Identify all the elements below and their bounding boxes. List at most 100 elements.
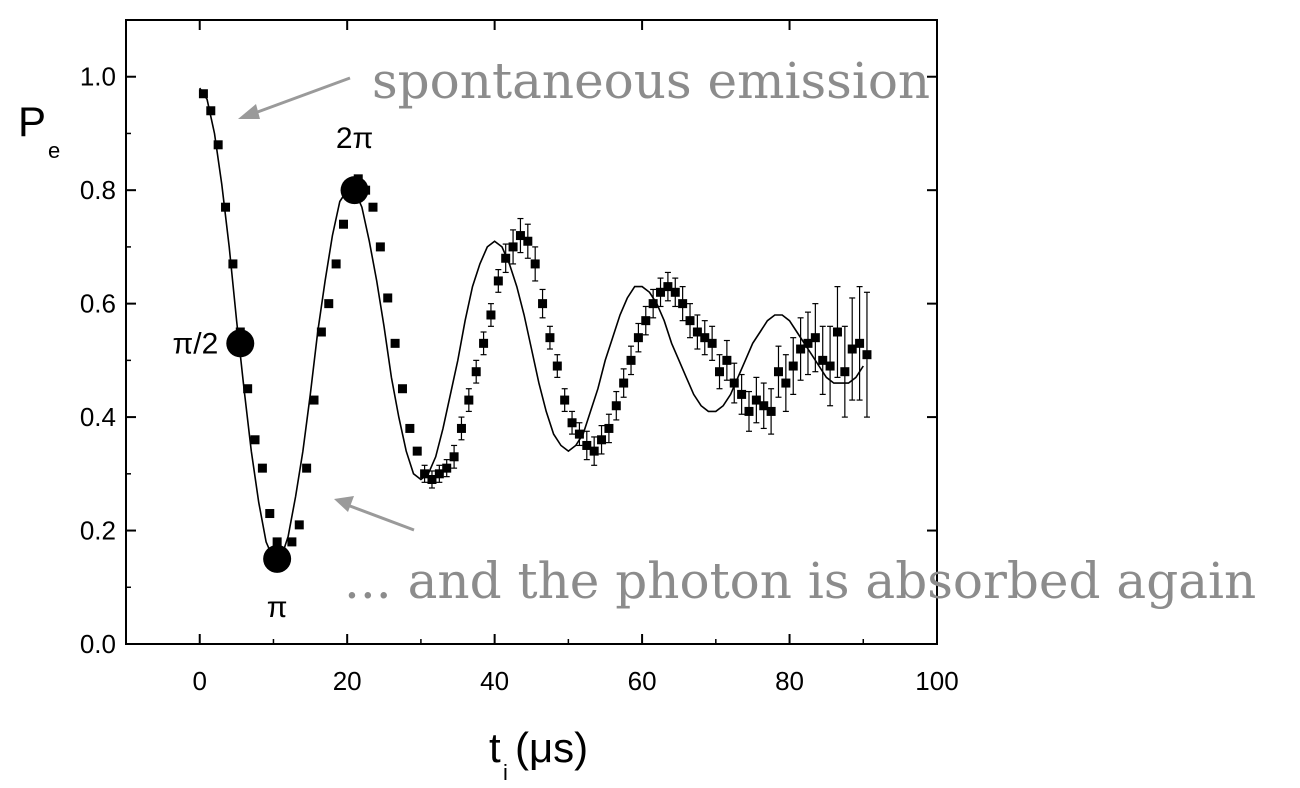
x-axis-title-unit: (μs): [515, 724, 588, 771]
data-point: [796, 344, 806, 354]
data-point: [316, 327, 326, 337]
data-point: [685, 316, 695, 326]
data-point: [574, 429, 584, 439]
annotation-text: spontaneous emission: [372, 52, 930, 110]
data-point: [751, 395, 761, 405]
annotation-arrow: [341, 501, 415, 532]
data-point: [825, 361, 835, 371]
data-point: [722, 355, 732, 365]
data-point: [397, 384, 407, 394]
data-point: [700, 333, 710, 343]
data-point: [589, 446, 599, 456]
x-tick-label: 40: [480, 666, 509, 696]
data-point: [773, 367, 783, 377]
data-point: [198, 89, 208, 99]
highlight-point-label: 2π: [336, 122, 373, 155]
data-point: [412, 446, 422, 456]
data-point: [508, 242, 518, 252]
data-point: [766, 406, 776, 416]
y-tick-label: 0.6: [80, 289, 116, 319]
data-point: [420, 469, 430, 479]
data-point: [744, 406, 754, 416]
data-point: [479, 338, 489, 348]
data-point: [611, 401, 621, 411]
data-point: [523, 236, 533, 246]
data-point: [656, 287, 666, 297]
y-axis-title: P: [18, 98, 46, 145]
data-point: [206, 106, 216, 116]
data-point: [707, 338, 717, 348]
data-point: [324, 299, 334, 309]
data-points: [198, 89, 872, 564]
data-point: [781, 378, 791, 388]
highlight-point: [340, 176, 369, 205]
data-point: [515, 231, 525, 241]
data-point: [243, 384, 253, 394]
data-point: [272, 537, 282, 547]
data-point: [287, 537, 297, 547]
highlight-point-label: π/2: [173, 327, 219, 360]
x-axis-title-subscript: i: [503, 760, 508, 785]
data-point: [294, 520, 304, 530]
x-tick-label: 0: [192, 666, 206, 696]
plot-area: 0 20 40 60 80 100 0.0 0.2 0.4 0.6 0.8 1.0 π/2 π 2π: [80, 19, 959, 696]
annotation-text: ... and the photon is absorbed again: [344, 552, 1256, 610]
highlight-point: [226, 329, 255, 358]
data-point: [221, 202, 231, 212]
highlight-point: [263, 544, 292, 573]
data-point: [383, 293, 393, 303]
y-tick-label: 0.2: [80, 516, 116, 546]
data-point: [486, 310, 496, 320]
data-point: [633, 333, 643, 343]
data-point: [692, 327, 702, 337]
data-point: [670, 287, 680, 297]
data-point: [832, 327, 842, 337]
data-point: [368, 202, 378, 212]
data-point: [567, 418, 577, 428]
x-tick-label: 20: [333, 666, 362, 696]
data-point: [729, 378, 739, 388]
data-point: [471, 367, 481, 377]
x-axis-ticks: 0 20 40 60 80 100: [192, 20, 959, 696]
data-point: [493, 276, 503, 286]
data-point: [375, 242, 385, 252]
data-point: [501, 253, 511, 263]
data-point: [678, 299, 688, 309]
data-point: [449, 452, 459, 462]
y-tick-label: 0.8: [80, 175, 116, 205]
data-point: [803, 338, 813, 348]
data-point: [390, 338, 400, 348]
data-point: [840, 367, 850, 377]
data-point: [663, 282, 673, 292]
y-tick-label: 0.0: [80, 629, 116, 659]
highlight-points: π/2 π 2π: [173, 122, 374, 624]
annotation-photon-absorbed: ... and the photon is absorbed again: [334, 496, 1256, 610]
annotation-spontaneous-emission: spontaneous emission: [238, 52, 930, 119]
data-point: [538, 299, 548, 309]
data-point: [619, 378, 629, 388]
data-point: [582, 440, 592, 450]
data-point: [862, 350, 872, 360]
data-point: [257, 463, 267, 473]
data-point: [405, 423, 415, 433]
highlight-point-label: π: [267, 591, 288, 624]
annotation-arrowhead: [238, 104, 260, 119]
data-point: [250, 435, 260, 445]
y-axis-title-subscript: e: [48, 138, 60, 163]
data-point: [597, 435, 607, 445]
data-point: [818, 355, 828, 365]
data-point: [545, 333, 555, 343]
y-tick-label: 1.0: [80, 62, 116, 92]
data-point: [759, 401, 769, 411]
data-point: [788, 361, 798, 371]
data-point: [855, 338, 865, 348]
data-point: [331, 259, 341, 269]
data-point: [427, 474, 437, 484]
x-tick-label: 80: [775, 666, 804, 696]
data-point: [265, 509, 275, 519]
data-point: [626, 355, 636, 365]
data-point: [552, 361, 562, 371]
x-tick-label: 60: [628, 666, 657, 696]
data-point: [338, 219, 348, 229]
